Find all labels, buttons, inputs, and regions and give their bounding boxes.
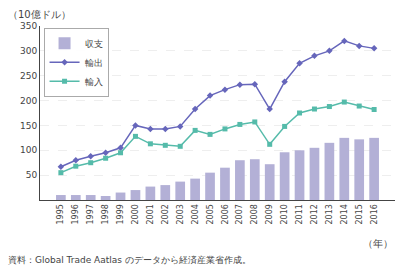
svg-text:2005: 2005 bbox=[206, 204, 215, 224]
svg-text:2007: 2007 bbox=[235, 204, 244, 224]
svg-text:300: 300 bbox=[20, 46, 37, 56]
svg-text:350: 350 bbox=[20, 21, 37, 31]
svg-text:2001: 2001 bbox=[146, 204, 155, 224]
svg-text:（10億ドル）: （10億ドル） bbox=[8, 9, 71, 20]
svg-text:輸入: 輸入 bbox=[85, 77, 103, 87]
svg-text:2016: 2016 bbox=[370, 204, 379, 224]
svg-text:100: 100 bbox=[20, 145, 37, 155]
svg-text:2003: 2003 bbox=[176, 204, 185, 224]
svg-text:250: 250 bbox=[20, 71, 37, 81]
svg-text:1995: 1995 bbox=[56, 204, 65, 224]
svg-text:200: 200 bbox=[20, 96, 37, 106]
svg-text:1998: 1998 bbox=[101, 204, 110, 224]
svg-text:2006: 2006 bbox=[221, 204, 230, 224]
svg-text:2013: 2013 bbox=[325, 204, 334, 224]
svg-text:2015: 2015 bbox=[355, 204, 364, 224]
svg-text:2002: 2002 bbox=[161, 204, 170, 224]
svg-text:（年）: （年） bbox=[363, 238, 393, 249]
svg-text:1996: 1996 bbox=[71, 204, 80, 224]
svg-text:2008: 2008 bbox=[250, 204, 259, 224]
svg-text:2000: 2000 bbox=[131, 204, 140, 224]
svg-text:資料：Global Trade Aatlas のデータから経: 資料：Global Trade Aatlas のデータから経済産業省作成。 bbox=[8, 255, 251, 265]
svg-text:2012: 2012 bbox=[310, 204, 319, 224]
svg-text:1999: 1999 bbox=[116, 204, 125, 224]
svg-text:2010: 2010 bbox=[280, 204, 289, 224]
svg-text:50: 50 bbox=[26, 170, 38, 180]
svg-text:2011: 2011 bbox=[295, 204, 304, 224]
svg-text:2014: 2014 bbox=[340, 204, 349, 224]
svg-text:輸出: 輸出 bbox=[85, 58, 103, 68]
svg-text:2004: 2004 bbox=[191, 204, 200, 224]
svg-text:2009: 2009 bbox=[265, 204, 274, 224]
svg-text:収支: 収支 bbox=[85, 39, 103, 49]
svg-text:150: 150 bbox=[20, 121, 37, 131]
svg-text:1997: 1997 bbox=[86, 204, 95, 224]
